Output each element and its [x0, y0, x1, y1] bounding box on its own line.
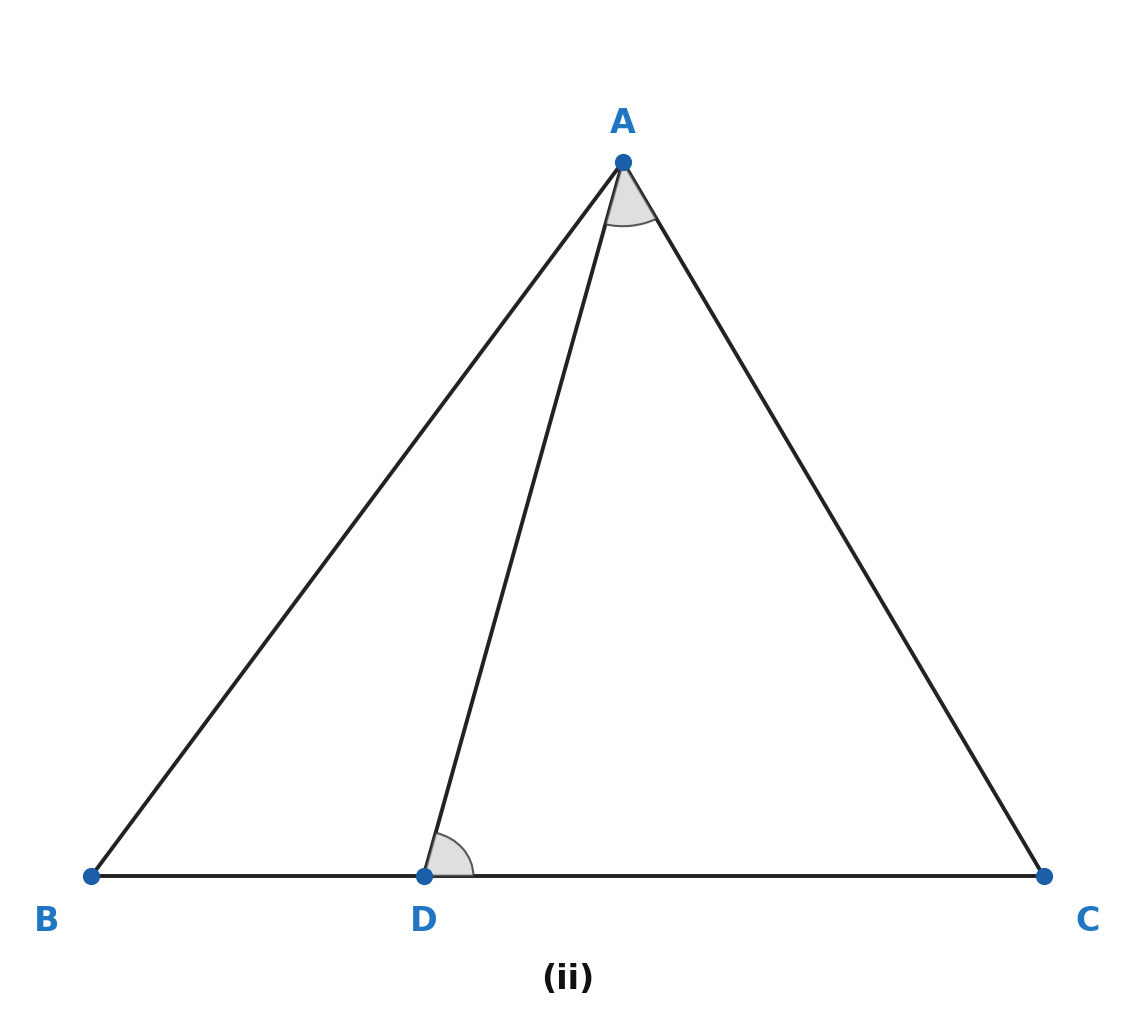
Text: A: A [609, 106, 636, 140]
Point [614, 155, 632, 171]
Text: C: C [1076, 905, 1100, 937]
Wedge shape [605, 163, 656, 227]
Point [1034, 868, 1052, 884]
Text: (ii): (ii) [541, 962, 594, 996]
Text: D: D [410, 905, 437, 937]
Point [414, 868, 432, 884]
Wedge shape [423, 833, 473, 876]
Point [83, 868, 101, 884]
Text: B: B [34, 905, 60, 937]
